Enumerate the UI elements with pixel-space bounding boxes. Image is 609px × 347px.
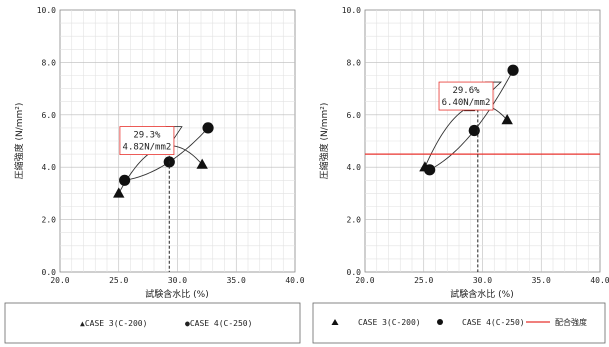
x-tick-label: 20.0 bbox=[355, 276, 374, 285]
x-tick-label: 30.0 bbox=[473, 276, 492, 285]
y-tick-label: 8.0 bbox=[42, 58, 57, 67]
y-tick-label: 0.0 bbox=[347, 268, 362, 277]
annotation-line-2: 4.82N/mm2 bbox=[123, 143, 172, 153]
y-tick-label: 10.0 bbox=[37, 6, 56, 15]
y-tick-labels: 0.0 2.0 4.0 6.0 8.0 10.0 bbox=[37, 6, 56, 277]
legend-circle-icon bbox=[437, 319, 443, 325]
legend-triangle-icon bbox=[331, 319, 339, 325]
annotation: 29.6% 6.40N/mm2 bbox=[438, 81, 503, 272]
x-tick-label: 40.0 bbox=[285, 276, 304, 285]
annotation-box bbox=[119, 126, 175, 155]
y-tick-label: 6.0 bbox=[347, 111, 362, 120]
point-triangle bbox=[501, 114, 513, 125]
point-triangle bbox=[196, 158, 208, 169]
y-tick-label: 2.0 bbox=[42, 216, 57, 225]
legend-box bbox=[312, 302, 606, 344]
point-circle bbox=[424, 164, 436, 176]
y-tick-label: 4.0 bbox=[347, 163, 362, 172]
x-tick-label: 25.0 bbox=[414, 276, 433, 285]
x-tick-label: 35.0 bbox=[532, 276, 551, 285]
annotation-box bbox=[438, 81, 494, 111]
x-tick-labels: 20.0 25.0 30.0 35.0 40.0 bbox=[50, 276, 304, 285]
point-triangle bbox=[113, 187, 125, 198]
point-circle bbox=[507, 64, 519, 76]
x-tick-label: 30.0 bbox=[168, 276, 187, 285]
legend-box bbox=[4, 302, 301, 344]
y-tick-label: 0.0 bbox=[42, 268, 57, 277]
chart-left: 29.3% 4.82N/mm2 20.0 25.0 30.0 35.0 40.0 0.0… bbox=[4, 6, 305, 344]
annotation-line-2: 6.40N/mm2 bbox=[442, 98, 491, 108]
y-tick-labels: 0.0 2.0 4.0 6.0 8.0 10.0 bbox=[342, 6, 361, 277]
x-tick-label: 25.0 bbox=[109, 276, 128, 285]
x-tick-label: 35.0 bbox=[227, 276, 246, 285]
y-tick-label: 4.0 bbox=[42, 163, 57, 172]
x-tick-label: 40.0 bbox=[590, 276, 609, 285]
legend-item-label: ●CASE 4(C-250) bbox=[185, 319, 252, 328]
y-tick-label: 10.0 bbox=[342, 6, 361, 15]
annotation-line-1: 29.3% bbox=[133, 131, 161, 141]
legend: CASE 3(C-200) CASE 4(C-250) 配合強度 bbox=[331, 317, 587, 327]
y-axis-label: 圧縮強度 (N/mm²) bbox=[318, 103, 330, 180]
y-tick-label: 6.0 bbox=[42, 111, 57, 120]
legend-item-label: ▲CASE 3(C-200) bbox=[80, 319, 147, 328]
grid bbox=[365, 10, 600, 272]
legend-item-label: 配合強度 bbox=[555, 317, 587, 327]
x-tick-label: 20.0 bbox=[50, 276, 69, 285]
legend-item-label: CASE 4(C-250) bbox=[462, 318, 525, 327]
x-axis-label: 試験含水比 (%) bbox=[450, 288, 513, 300]
point-circle bbox=[202, 122, 214, 134]
point-circle bbox=[119, 174, 131, 186]
legend: ▲CASE 3(C-200) ●CASE 4(C-250) bbox=[80, 319, 252, 328]
annotation: 29.3% 4.82N/mm2 bbox=[119, 126, 183, 272]
y-axis-label: 圧縮強度 (N/mm²) bbox=[13, 103, 25, 180]
y-tick-label: 8.0 bbox=[347, 58, 362, 67]
grid bbox=[60, 10, 295, 272]
chart-right: 29.6% 6.40N/mm2 20.0 25.0 30.0 35.0 40.0 0.0… bbox=[312, 6, 609, 344]
point-circle bbox=[468, 124, 480, 137]
legend-item-label: CASE 3(C-200) bbox=[358, 318, 421, 327]
y-tick-label: 2.0 bbox=[347, 216, 362, 225]
x-tick-labels: 20.0 25.0 30.0 35.0 40.0 bbox=[355, 276, 609, 285]
annotation-line-1: 29.6% bbox=[452, 86, 480, 96]
x-axis-label: 試験含水比 (%) bbox=[145, 288, 208, 300]
